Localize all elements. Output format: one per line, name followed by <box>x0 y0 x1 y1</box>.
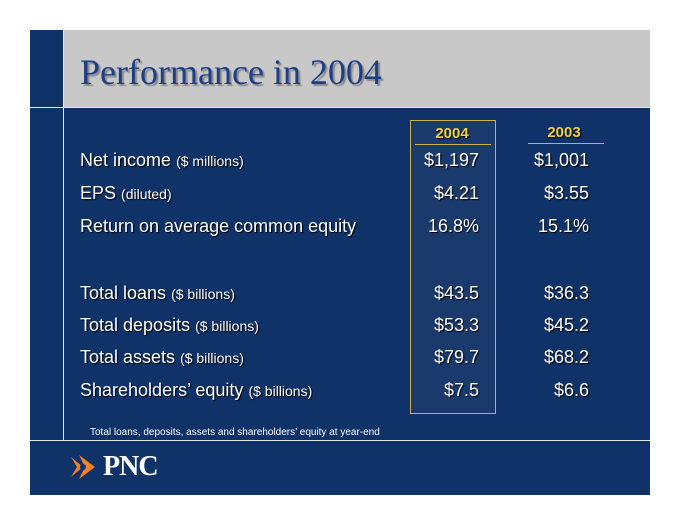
value-2003: $1,001 <box>533 150 589 170</box>
column-header-underline <box>528 143 604 144</box>
title-bar <box>63 30 650 107</box>
value-2003: $6.6 <box>553 380 589 400</box>
value-2004: $79.7 <box>433 347 479 367</box>
value-2003: $3.55 <box>543 183 589 203</box>
column-header-2004: 2004 <box>435 125 469 142</box>
slide: Performance in 2004 2004 2003 Net income… <box>30 30 650 495</box>
highlight-column-2004 <box>410 120 496 414</box>
pnc-logo-text: PNC <box>103 451 159 482</box>
value-2004: $1,197 <box>423 150 479 170</box>
value-2004: 16.8% <box>427 216 479 236</box>
footnote: Total loans, deposits, assets and shareh… <box>90 427 380 438</box>
row-label-total-deposits: Total deposits ($ billions) <box>80 315 259 335</box>
divider-bottom <box>30 440 650 441</box>
row-label-eps: EPS (diluted) <box>80 183 172 203</box>
value-2003: 15.1% <box>537 216 589 236</box>
column-header-2003: 2003 <box>547 124 581 141</box>
divider-left <box>63 30 64 440</box>
row-label-total-assets: Total assets ($ billions) <box>80 347 244 367</box>
row-label-shareholders-equity: Shareholders’ equity ($ billions) <box>80 380 313 400</box>
value-2004: $53.3 <box>433 315 479 335</box>
value-2004: $4.21 <box>433 183 479 203</box>
row-label-return-on-equity: Return on average common equity <box>80 216 357 236</box>
value-2003: $36.3 <box>543 283 589 303</box>
slide-title: Performance in 2004 <box>80 52 382 92</box>
pnc-logo: PNC <box>67 450 159 484</box>
pnc-logo-icon <box>71 455 95 479</box>
row-label-net-income: Net income ($ millions) <box>80 150 244 170</box>
row-label-total-loans: Total loans ($ billions) <box>80 283 235 303</box>
value-2004: $7.5 <box>443 380 479 400</box>
column-header-underline <box>415 144 491 145</box>
value-2004: $43.5 <box>433 283 479 303</box>
value-2003: $68.2 <box>543 347 589 367</box>
value-2003: $45.2 <box>543 315 589 335</box>
divider-top <box>30 107 650 108</box>
